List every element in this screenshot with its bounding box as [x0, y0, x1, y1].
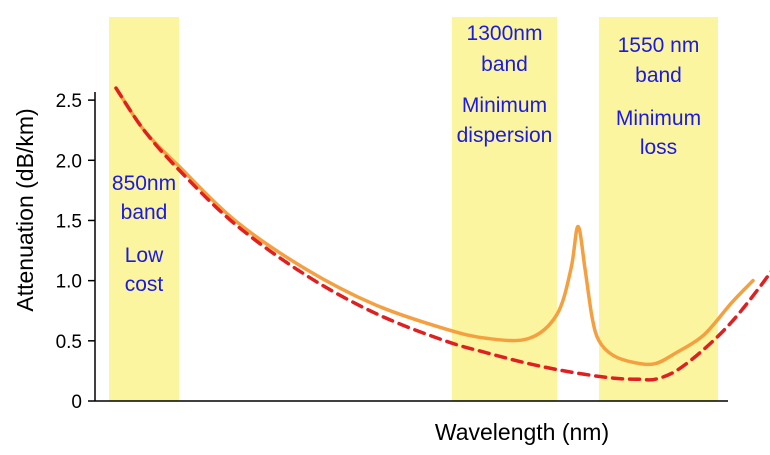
- band-850-label-line: cost: [125, 273, 164, 296]
- band-1550-region: [599, 17, 718, 401]
- band-850-region: [109, 17, 179, 401]
- y-tick-label: 2.5: [56, 91, 82, 112]
- band-1550-label-line: Minimum: [616, 107, 701, 130]
- x-axis-label: Wavelength (nm): [435, 419, 609, 445]
- band-1550-label-line: loss: [640, 136, 677, 159]
- band-labels: 850nm band Low cost 1300nm band Minimum dispers…: [112, 22, 701, 296]
- band-1300-label-line: band: [481, 53, 528, 76]
- axes: [94, 92, 728, 402]
- y-tick-label: 0: [71, 392, 82, 413]
- y-tick-label: 1.0: [56, 272, 82, 293]
- band-850-label-line: band: [121, 201, 168, 224]
- y-axis-label: Attenuation (dB/km): [12, 108, 38, 311]
- band-1550-label-line: band: [635, 64, 682, 87]
- fiber-loss-solid-curve: [114, 86, 755, 367]
- wavelength-bands: [109, 17, 718, 401]
- band-1300-label-line: 1300nm: [467, 22, 543, 45]
- band-850-label-line: 850nm: [112, 172, 176, 195]
- attenuation-curves: [114, 86, 770, 382]
- y-tick-label: 1.5: [56, 211, 82, 232]
- band-850-label-line: Low: [125, 244, 164, 267]
- band-1300-label-line: dispersion: [457, 124, 553, 147]
- band-1300-label-line: Minimum: [462, 94, 547, 117]
- y-tick-label: 2.0: [56, 151, 82, 172]
- fiber-loss-dashed-curve: [114, 86, 770, 382]
- y-tick-label: 0.5: [56, 332, 82, 353]
- band-1550-label-line: 1550 nm: [618, 34, 700, 57]
- y-ticks: 0 0.5 1.0 1.5 2.0 2.5: [56, 91, 95, 413]
